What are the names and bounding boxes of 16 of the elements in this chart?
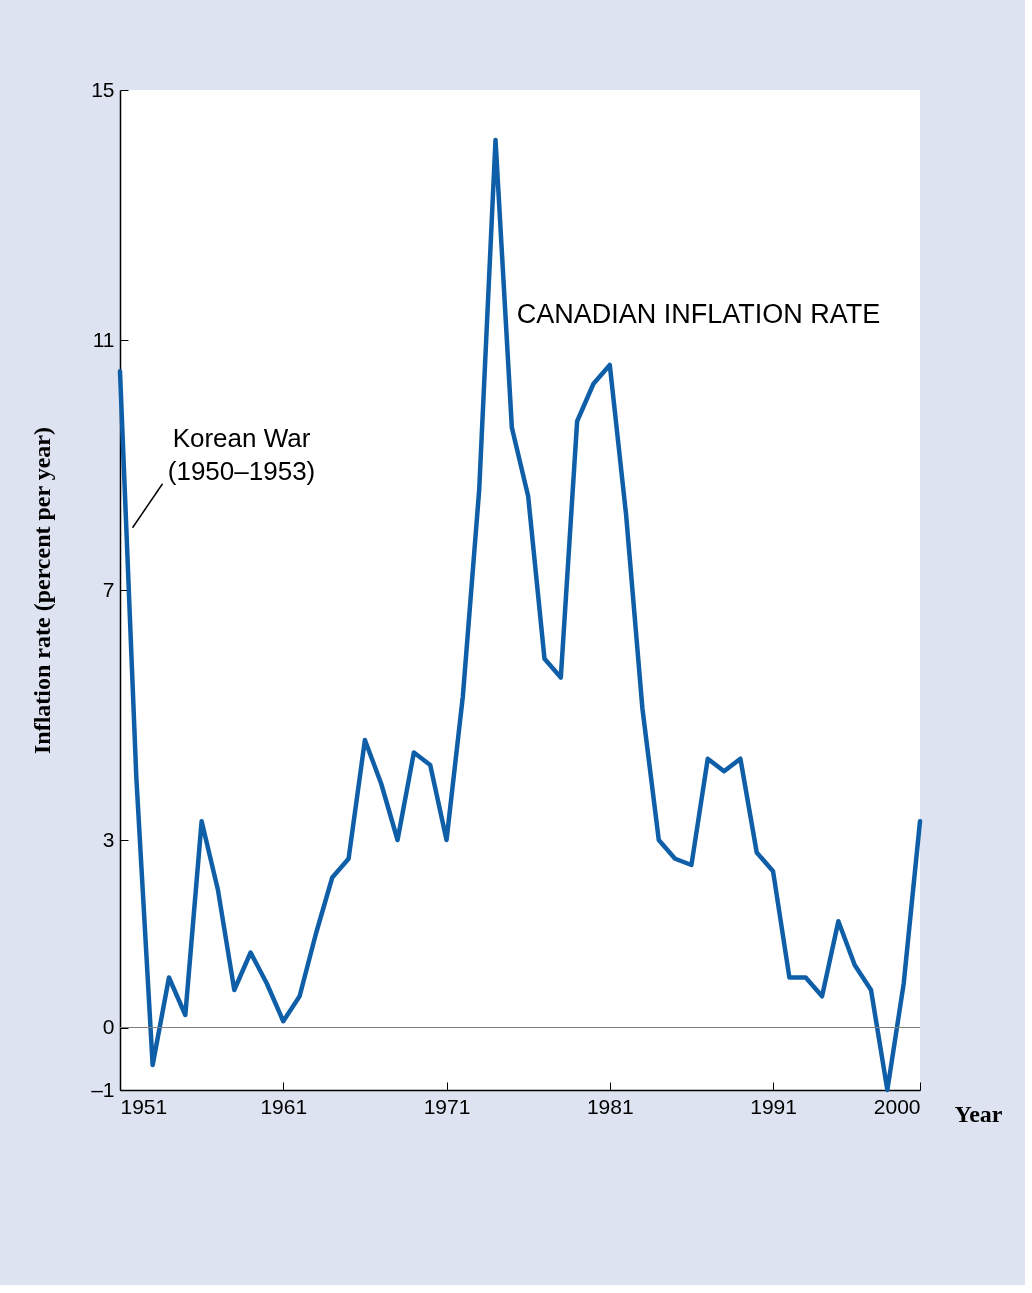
x-tick-label: 1971 — [423, 1094, 471, 1118]
y-tick-label: 11 — [92, 327, 115, 351]
y-tick-label: –1 — [91, 1077, 115, 1101]
x-tick-label: 1991 — [750, 1094, 797, 1118]
annotation: Korean War (1950–1953) — [167, 422, 316, 486]
y-tick-label: 3 — [102, 827, 115, 851]
y-axis-title: Inflation rate (percent per year) — [29, 426, 56, 755]
x-axis-title: Year — [954, 1100, 1003, 1127]
x-tick-label: 2000 — [873, 1094, 921, 1118]
y-tick-label: 7 — [102, 577, 115, 601]
x-tick-label: 1981 — [586, 1094, 634, 1118]
series-label: CANADIAN INFLATION RATE — [516, 299, 881, 329]
x-tick-label: 1951 — [120, 1094, 168, 1118]
y-tick-label: 15 — [91, 77, 115, 101]
y-tick-label: 0 — [102, 1015, 115, 1038]
x-tick-label: 1961 — [260, 1094, 308, 1118]
